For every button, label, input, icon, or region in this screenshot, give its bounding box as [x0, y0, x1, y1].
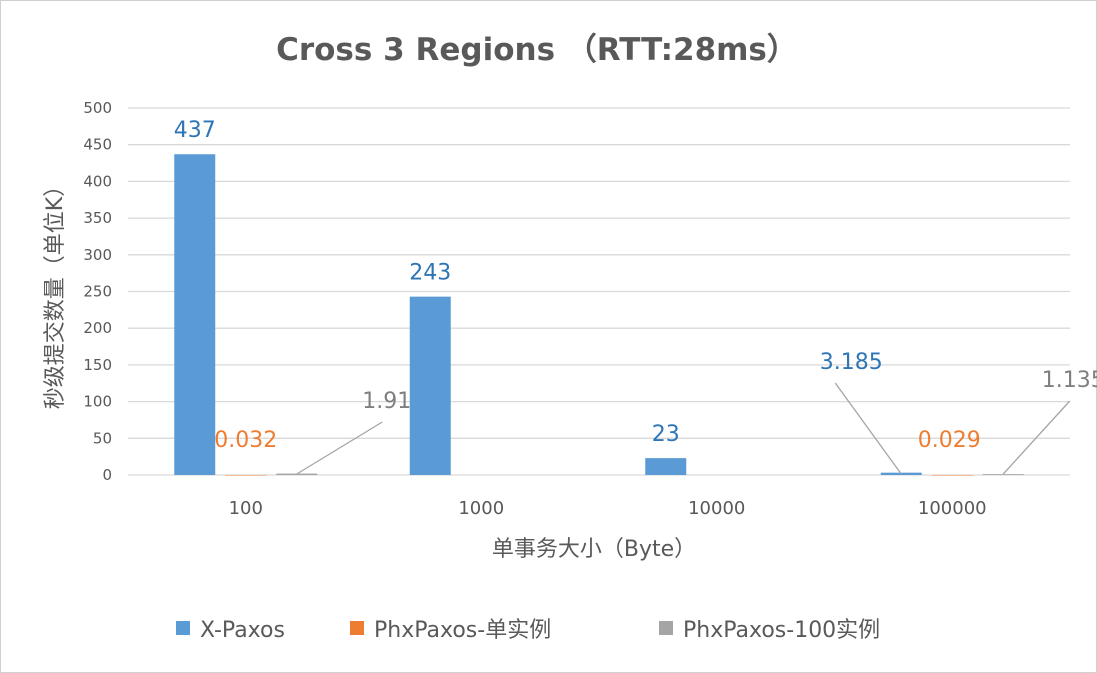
gridlines [128, 107, 1070, 476]
bar-X-Paxos-1000 [409, 296, 451, 475]
bar-PhxPaxos-单实例-100000 [931, 474, 973, 476]
legend-item: PhxPaxos-100实例 [659, 618, 880, 643]
x-axis-ticks: 100 1000 10000 100000 [229, 498, 987, 519]
legend-swatch [350, 621, 364, 635]
data-label: 3.185 [820, 350, 883, 375]
legend: X-Paxos PhxPaxos-单实例 PhxPaxos-100实例 [176, 618, 880, 643]
leader-line [1002, 400, 1071, 475]
x-axis-label: 单事务大小（Byte） [492, 537, 696, 562]
bar-X-Paxos-10000 [645, 458, 687, 475]
legend-label: PhxPaxos-100实例 [683, 618, 880, 643]
data-label: 1.91 [362, 389, 411, 414]
bar-PhxPaxos-100实例-100 [276, 473, 318, 475]
x-tick-label: 1000 [458, 498, 504, 519]
legend-swatch [659, 621, 673, 635]
bar-X-Paxos-100 [174, 154, 216, 475]
y-tick-label: 300 [83, 246, 112, 264]
legend-label: PhxPaxos-单实例 [374, 618, 551, 643]
data-label: 437 [174, 118, 216, 143]
x-tick-label: 100 [229, 498, 263, 519]
y-tick-label: 0 [102, 466, 112, 484]
bar-PhxPaxos-单实例-100 [225, 474, 267, 476]
bars [174, 154, 1024, 476]
y-tick-label: 100 [83, 393, 112, 411]
data-label: 23 [652, 422, 680, 447]
x-tick-label: 100000 [918, 498, 987, 519]
y-tick-label: 500 [83, 99, 112, 117]
y-tick-label: 250 [83, 283, 112, 301]
y-tick-label: 50 [93, 429, 112, 447]
leader-line [296, 421, 383, 475]
data-label: 1.135 [1042, 368, 1097, 393]
data-label: 0.032 [214, 428, 277, 453]
data-label: 243 [409, 261, 451, 286]
y-tick-label: 450 [83, 136, 112, 154]
y-tick-label: 150 [83, 356, 112, 374]
data-label: 0.029 [918, 428, 981, 453]
y-tick-label: 200 [83, 319, 112, 337]
y-tick-label: 350 [83, 209, 112, 227]
y-tick-label: 400 [83, 172, 112, 190]
y-axis-label: 秒级提交数量（单位K） [43, 175, 68, 409]
legend-label: X-Paxos [200, 618, 285, 643]
bar-PhxPaxos-100实例-100000 [982, 474, 1024, 475]
y-axis-ticks: 0 50 100 150 200 250 300 350 400 450 500 [83, 99, 112, 484]
chart-title: Cross 3 Regions （RTT:28ms） [276, 32, 798, 68]
legend-swatch [176, 621, 190, 635]
legend-item: X-Paxos [176, 618, 285, 643]
data-labels: 437 243 23 3.185 0.032 0.029 1.91 1.135 [174, 118, 1097, 475]
legend-item: PhxPaxos-单实例 [350, 618, 551, 643]
x-tick-label: 10000 [688, 498, 745, 519]
leader-line [834, 382, 902, 475]
